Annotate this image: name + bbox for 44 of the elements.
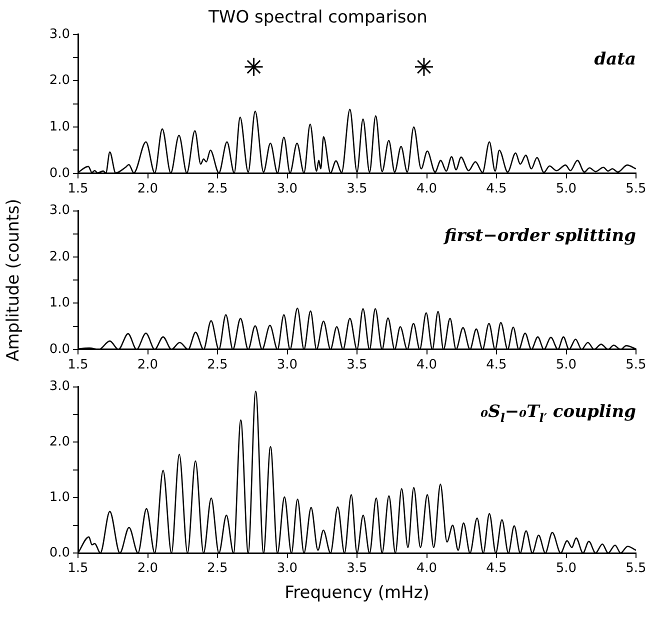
x-tick-label: 2.0 (137, 358, 158, 373)
x-tick-label: 3.5 (346, 358, 368, 373)
x-tick-label: 1.5 (68, 182, 88, 197)
x-tick-label: 4.0 (416, 358, 438, 373)
x-tick-label: 2.5 (207, 358, 228, 373)
x-tick-label: 2.5 (207, 561, 228, 576)
y-tick-label: 0.0 (49, 545, 70, 560)
annotation: first−order splitting (443, 226, 636, 246)
x-tick-label: 3.0 (276, 561, 298, 576)
x-tick-label: 5.0 (556, 358, 577, 373)
y-tick-label: 0.0 (49, 342, 70, 357)
x-axis-title: Frequency (mHz) (284, 583, 430, 604)
x-tick-label: 4.0 (416, 182, 438, 197)
annotation: data (594, 49, 636, 70)
y-tick-label: 3.0 (49, 379, 70, 394)
y-tick-label: 2.0 (49, 249, 70, 264)
y-tick-label: 3.0 (49, 203, 70, 218)
x-tick-label: 4.5 (486, 182, 507, 197)
x-tick-label: 5.0 (556, 561, 577, 576)
x-tick-label: 5.5 (626, 182, 646, 197)
x-tick-label: 3.5 (346, 561, 368, 576)
x-tick-label: 2.5 (207, 182, 228, 197)
x-tick-label: 4.5 (486, 358, 507, 373)
y-tick-label: 1.0 (49, 296, 70, 311)
x-tick-label: 3.5 (346, 182, 368, 197)
y-tick-label: 0.0 (49, 166, 70, 181)
x-tick-label: 2.0 (137, 561, 158, 576)
x-tick-label: 3.0 (276, 182, 298, 197)
y-tick-label: 1.0 (49, 490, 70, 505)
y-tick-label: 2.0 (49, 434, 70, 450)
x-tick-label: 5.5 (626, 561, 646, 576)
x-tick-label: 2.0 (137, 182, 158, 197)
x-tick-label: 1.5 (68, 561, 88, 576)
y-tick-label: 2.0 (49, 73, 70, 88)
x-tick-label: 1.5 (68, 358, 88, 373)
x-tick-label: 4.5 (486, 561, 507, 576)
x-tick-label: 5.5 (626, 358, 646, 373)
x-tick-label: 3.0 (276, 358, 298, 373)
x-tick-label: 5.0 (556, 182, 577, 197)
x-tick-label: 4.0 (416, 561, 438, 576)
y-tick-label: 3.0 (49, 26, 70, 42)
chart-title: TWO spectral comparison (208, 8, 428, 28)
y-axis-title: Amplitude (counts) (4, 198, 24, 362)
y-tick-label: 1.0 (49, 119, 70, 134)
